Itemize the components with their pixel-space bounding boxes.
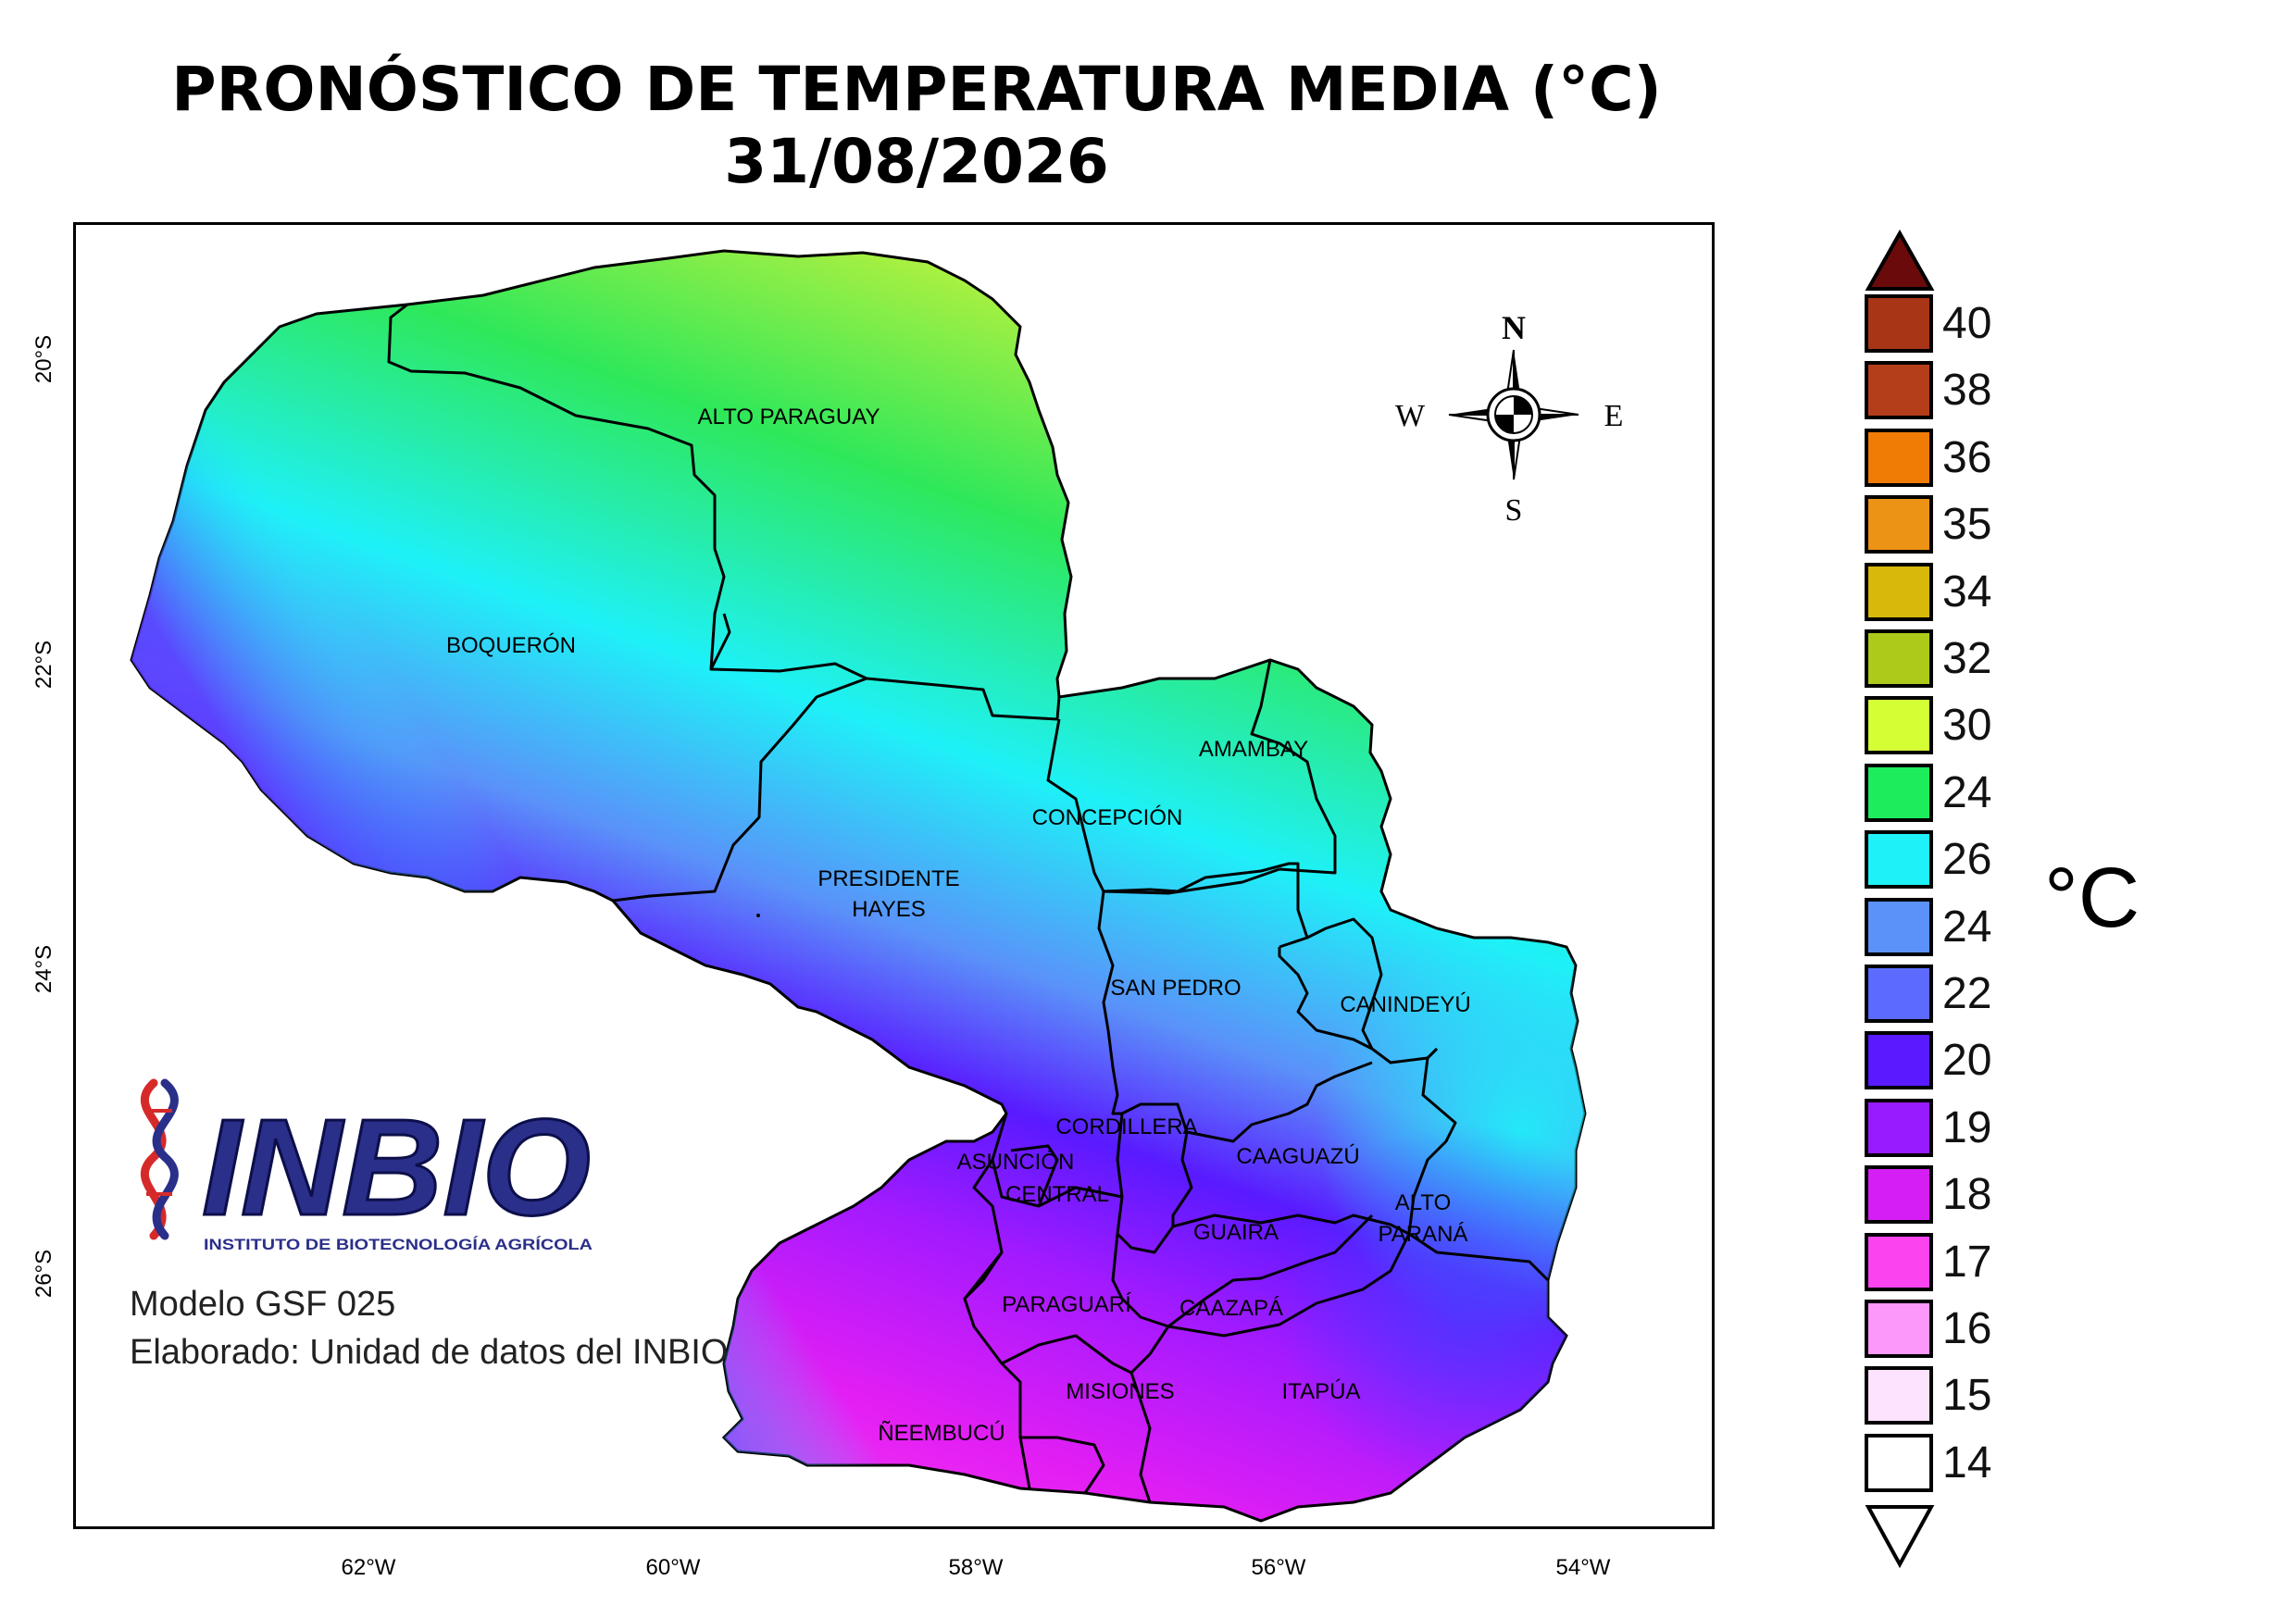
legend-swatch [1865,897,1933,956]
dept-label-guaira: GUAIRÁ [1193,1220,1279,1245]
compass-north-label: N [1502,309,1526,346]
dept-label-asuncion: ASUNCIÓN [957,1150,1075,1175]
legend-swatch [1865,1098,1933,1157]
legend-label: 16 [1942,1304,1992,1353]
legend-label: 19 [1942,1102,1992,1152]
compass-south-label: S [1505,493,1523,528]
author-note: Elaborado: Unidad de datos del INBIO [130,1333,729,1372]
dept-label-parana: PARANÁ [1379,1222,1468,1247]
compass-rose-icon: N S E W [1395,309,1623,528]
legend-swatch [1865,696,1933,755]
legend-label: 22 [1942,969,1992,1018]
map-date: 31/08/2026 [724,126,1109,197]
legend-swatch [1865,1433,1933,1492]
dept-label-caaguazu: CAAGUAZÚ [1236,1144,1359,1169]
x-tick-56w: 56°W [1251,1555,1306,1580]
legend-label: 40 [1942,299,1992,348]
dept-label-presidente: PRESIDENTE [817,866,959,891]
dept-label-amambay: AMAMBAY [1199,737,1308,762]
legend-swatch [1865,965,1933,1023]
dept-label-cordillera: CORDILLERA [1055,1114,1197,1139]
department-borders [387,303,1550,1503]
legend-swatch [1865,1031,1933,1090]
compass-west-label: W [1395,399,1426,433]
legend-label: 24 [1942,767,1992,817]
legend-swatch [1865,629,1933,688]
dept-label-canindeyu: CANINDEYÚ [1340,992,1470,1017]
y-tick-20s: 20°S [31,334,56,384]
temperature-map: ALTO PARAGUAY BOQUERÓN PRESIDENTE HAYES … [130,249,1623,1523]
legend-label: 24 [1942,902,1992,952]
dept-label-caazapa: CAAZAPÁ [1179,1296,1283,1321]
dept-label-alto-paraguay: ALTO PARAGUAY [698,404,880,429]
dept-label-itapua: ITAPÚA [1282,1379,1361,1404]
legend-swatch [1865,294,1933,353]
logo-subtitle: INSTITUTO DE BIOTECNOLOGÍA AGRÍCOLA [204,1236,593,1253]
legend-label: 15 [1942,1371,1992,1421]
legend-swatch [1865,428,1933,487]
legend-label: 35 [1942,500,1992,550]
x-tick-60w: 60°W [645,1555,701,1580]
map-title: PRONÓSTICO DE TEMPERATURA MEDIA (°C) [171,54,1662,125]
dept-label-central: CENTRAL [1005,1182,1109,1207]
legend-swatch [1865,495,1933,554]
legend-label: 14 [1942,1438,1992,1487]
legend-swatch [1865,830,1933,890]
dept-label-neembucu: ÑEEMBUCÚ [878,1421,1004,1446]
y-tick-24s: 24°S [31,944,56,994]
x-tick-58w: 58°W [948,1555,1004,1580]
legend-swatch [1865,562,1933,621]
logo-wordmark: INBIO [202,1091,591,1244]
legend-swatch [1865,1366,1933,1425]
legend-under-arrow [1865,1505,1935,1568]
map-frame: ALTO PARAGUAY BOQUERÓN PRESIDENTE HAYES … [73,222,1715,1529]
legend-label: 17 [1942,1237,1992,1287]
dept-label-alto: ALTO [1395,1190,1451,1215]
legend-label: 36 [1942,432,1992,482]
legend-label: 30 [1942,701,1992,751]
legend-label: 20 [1942,1036,1992,1086]
compass-east-label: E [1604,399,1624,433]
legend-label: 38 [1942,366,1992,416]
legend-unit-label: °C [2044,851,2140,945]
legend-swatch [1865,1232,1933,1291]
legend-label: 32 [1942,634,1992,683]
dept-label-hayes: HAYES [852,897,926,922]
y-tick-22s: 22°S [31,640,56,690]
inbio-logo: INBIO INSTITUTO DE BIOTECNOLOGÍA AGRÍCOL… [140,1078,593,1253]
x-tick-62w: 62°W [341,1555,396,1580]
dept-label-misiones: MISIONES [1066,1379,1174,1404]
model-note: Modelo GSF 025 [130,1285,396,1324]
legend-over-arrow [1865,230,1935,291]
legend-swatch [1865,1165,1933,1225]
dept-label-concepcion: CONCEPCIÓN [1032,805,1183,830]
legend-label: 26 [1942,835,1992,885]
dept-label-paraguari: PARAGUARÍ [1002,1292,1131,1317]
legend-label: 34 [1942,566,1992,616]
legend-label: 18 [1942,1170,1992,1220]
dept-label-boqueron: BOQUERÓN [446,633,576,658]
legend-swatch [1865,361,1933,420]
legend-swatch [1865,763,1933,822]
y-tick-26s: 26°S [31,1249,56,1299]
dept-label-san-pedro: SAN PEDRO [1110,976,1241,1001]
x-tick-54w: 54°W [1555,1555,1611,1580]
legend-swatch [1865,1300,1933,1358]
